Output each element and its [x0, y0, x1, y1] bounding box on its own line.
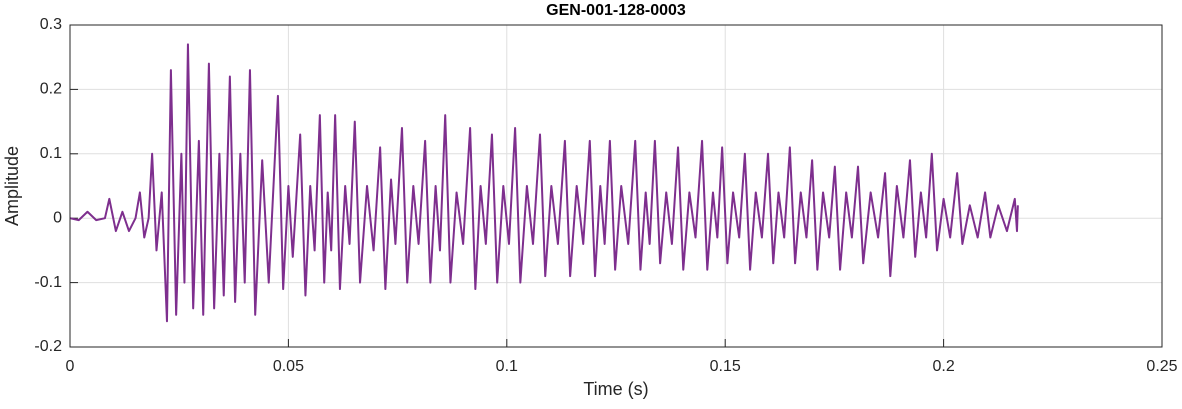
y-tick-label: 0.2	[40, 81, 62, 98]
y-tick-label: 0.1	[40, 145, 62, 162]
y-tick-label: 0	[53, 209, 62, 226]
x-tick-label: 0.15	[710, 358, 741, 375]
waveform-line	[69, 43, 1019, 323]
x-tick-label: 0.05	[273, 358, 304, 375]
y-axis-label: Amplitude	[2, 146, 22, 226]
axes-box	[69, 24, 1163, 348]
y-tick-label: 0.3	[40, 16, 62, 33]
x-tick-label: 0.25	[1146, 358, 1177, 375]
chart-title: GEN-001-128-0003	[546, 2, 686, 19]
y-tick-label: -0.1	[34, 274, 62, 291]
x-tick-label: 0.1	[496, 358, 518, 375]
y-tick-label: -0.2	[34, 338, 62, 355]
x-tick-label: 0	[66, 358, 75, 375]
x-axis-label: Time (s)	[583, 379, 648, 399]
x-tick-label: 0.2	[932, 358, 954, 375]
